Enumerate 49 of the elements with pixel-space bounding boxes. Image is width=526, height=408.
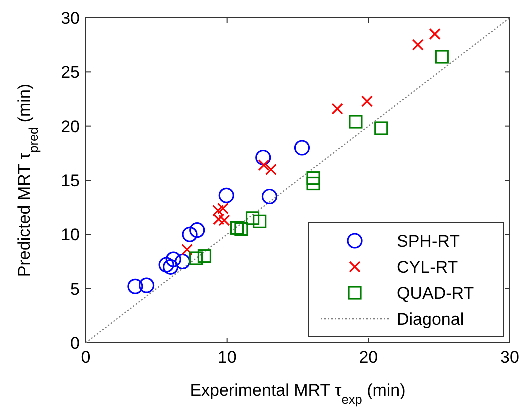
y-tick-label: 20 xyxy=(61,117,80,136)
point xyxy=(190,222,206,238)
point xyxy=(253,214,267,228)
point xyxy=(213,214,225,226)
point xyxy=(246,212,260,226)
point xyxy=(361,96,374,108)
x-axis-title: Experimental MRT τ$_{exp}$ (min) xyxy=(190,381,406,406)
point xyxy=(182,244,194,256)
point xyxy=(175,254,191,270)
point xyxy=(306,176,320,191)
point xyxy=(166,252,182,268)
point xyxy=(262,188,278,205)
y-tick-label: 30 xyxy=(61,9,80,28)
point xyxy=(182,226,198,242)
point xyxy=(234,222,248,236)
point xyxy=(163,259,179,275)
y-tick-label: 10 xyxy=(61,226,80,245)
point xyxy=(138,278,155,294)
legend-label: Diagonal xyxy=(397,310,464,329)
point xyxy=(265,164,277,176)
y-tick-label: 25 xyxy=(61,63,80,82)
y-tick-label: 0 xyxy=(70,334,80,353)
point xyxy=(412,39,424,51)
point xyxy=(158,257,174,273)
legend-label: QUAD-RT xyxy=(397,284,474,303)
y-tick-label: 15 xyxy=(61,172,80,190)
point xyxy=(256,150,272,166)
point xyxy=(332,103,344,115)
point xyxy=(374,122,388,136)
point xyxy=(429,28,441,40)
point xyxy=(258,160,270,172)
point xyxy=(294,140,310,156)
point xyxy=(218,214,230,226)
x-tick-label: 10 xyxy=(218,348,237,367)
point xyxy=(198,250,212,264)
point xyxy=(349,115,363,129)
point xyxy=(217,202,229,214)
y-tick-label: 5 xyxy=(70,280,80,299)
point xyxy=(306,172,320,186)
point xyxy=(128,278,144,294)
point xyxy=(435,50,449,64)
legend-label: SPH-RT xyxy=(397,232,460,251)
point xyxy=(212,205,224,217)
point xyxy=(189,252,204,266)
x-tick-label: 30 xyxy=(500,348,520,367)
point xyxy=(230,221,244,235)
point xyxy=(218,188,234,204)
x-tick-label: 20 xyxy=(359,348,378,367)
legend-label: CYL-RT xyxy=(397,258,458,277)
